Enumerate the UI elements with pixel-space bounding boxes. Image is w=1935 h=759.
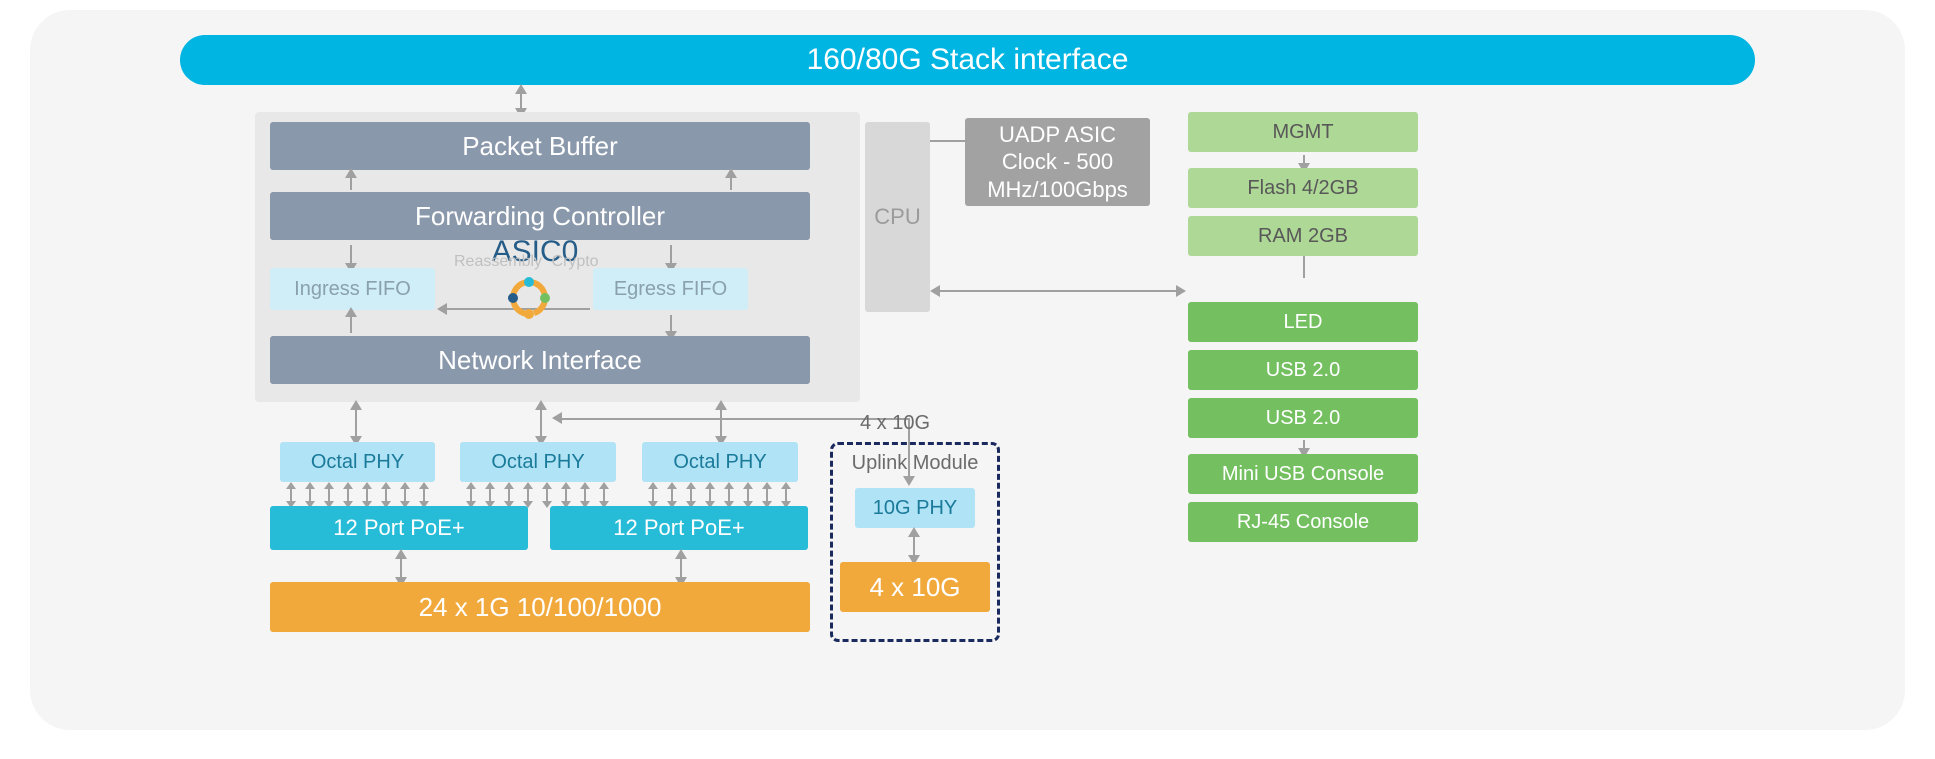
ingress-fifo: Ingress FIFO <box>270 268 435 310</box>
arrow-ni-phy3 <box>720 408 722 438</box>
usb1: USB 2.0 <box>1188 350 1418 390</box>
usb2: USB 2.0 <box>1188 398 1418 438</box>
mini-arrows-3 <box>652 488 787 502</box>
poe-1: 12 Port PoE+ <box>270 506 528 550</box>
forwarding-controller-label: Forwarding Controller <box>415 201 665 232</box>
flash: Flash 4/2GB <box>1188 168 1418 208</box>
ram: RAM 2GB <box>1188 216 1418 256</box>
poe-2: 12 Port PoE+ <box>550 506 808 550</box>
mgmt: MGMT <box>1188 112 1418 152</box>
arrow-poe-ports-2 <box>680 557 682 579</box>
packet-buffer: Packet Buffer <box>270 122 810 170</box>
cpu-label: CPU <box>874 204 920 230</box>
network-interface: Network Interface <box>270 336 810 384</box>
arrow-pb-fc-1 <box>350 176 352 190</box>
stack-interface-label: 160/80G Stack interface <box>807 43 1129 77</box>
arrow-egress-ni <box>670 315 672 333</box>
octal-phy-1: Octal PHY <box>280 442 435 482</box>
mini-arrows-2 <box>470 488 605 502</box>
arrow-fc-egress <box>670 245 672 265</box>
octal-phy-3: Octal PHY <box>642 442 798 482</box>
uadp-line1: UADP ASIC <box>999 121 1116 149</box>
arrow-ni-phy2 <box>540 408 542 438</box>
rj45: RJ-45 Console <box>1188 502 1418 542</box>
reassembly-label: Reassembly <box>448 252 548 272</box>
uadp-asic: UADP ASIC Clock - 500 MHz/100Gbps <box>965 118 1150 206</box>
led: LED <box>1188 302 1418 342</box>
egress-fifo-label: Egress FIFO <box>614 278 727 301</box>
stack-interface-bar: 160/80G Stack interface <box>180 35 1755 85</box>
octal-phy-2: Octal PHY <box>460 442 616 482</box>
line-cpu-uadp <box>930 140 965 142</box>
uadp-line2: Clock - 500 <box>1002 148 1113 176</box>
arrow-fc-ingress <box>350 245 352 265</box>
mini-usb: Mini USB Console <box>1188 454 1418 494</box>
line-ni-uplink-h <box>560 418 910 420</box>
forwarding-controller: Forwarding Controller <box>270 192 810 240</box>
egress-fifo: Egress FIFO <box>593 268 748 310</box>
arrow-stack-asic <box>520 92 522 110</box>
arrow-10gphy-10gports <box>913 535 915 557</box>
arrow-ingress-ni <box>350 315 352 333</box>
ports-24x1g: 24 x 1G 10/100/1000 <box>270 582 810 632</box>
arrowhead-ni-uplink-left <box>552 412 562 424</box>
arrow-pb-fc-2 <box>730 176 732 190</box>
arrow-poe-ports-1 <box>400 557 402 579</box>
arrow-mgmt-flash <box>1303 155 1305 165</box>
tenG-phy: 10G PHY <box>855 488 975 528</box>
diagram-canvas: 160/80G Stack interface Packet Buffer Fo… <box>30 10 1905 730</box>
cpu: CPU <box>865 122 930 312</box>
uadp-line3: MHz/100Gbps <box>987 176 1128 204</box>
mini-arrows-1 <box>290 488 425 502</box>
line-rightstack <box>1303 256 1305 278</box>
packet-buffer-label: Packet Buffer <box>462 131 618 162</box>
uplink-module-title: Uplink Module <box>840 450 990 476</box>
recirculation-icon <box>505 274 553 322</box>
ports-4x10g: 4 x 10G <box>840 562 990 612</box>
ingress-fifo-label: Ingress FIFO <box>294 278 411 301</box>
arrow-cpu-rightstack <box>938 290 1178 292</box>
bus-4x10g-label: 4 x 10G <box>860 410 980 436</box>
arrow-ni-phy1 <box>355 408 357 438</box>
network-interface-label: Network Interface <box>438 345 642 376</box>
arrow-usb-miniusb <box>1303 440 1305 450</box>
